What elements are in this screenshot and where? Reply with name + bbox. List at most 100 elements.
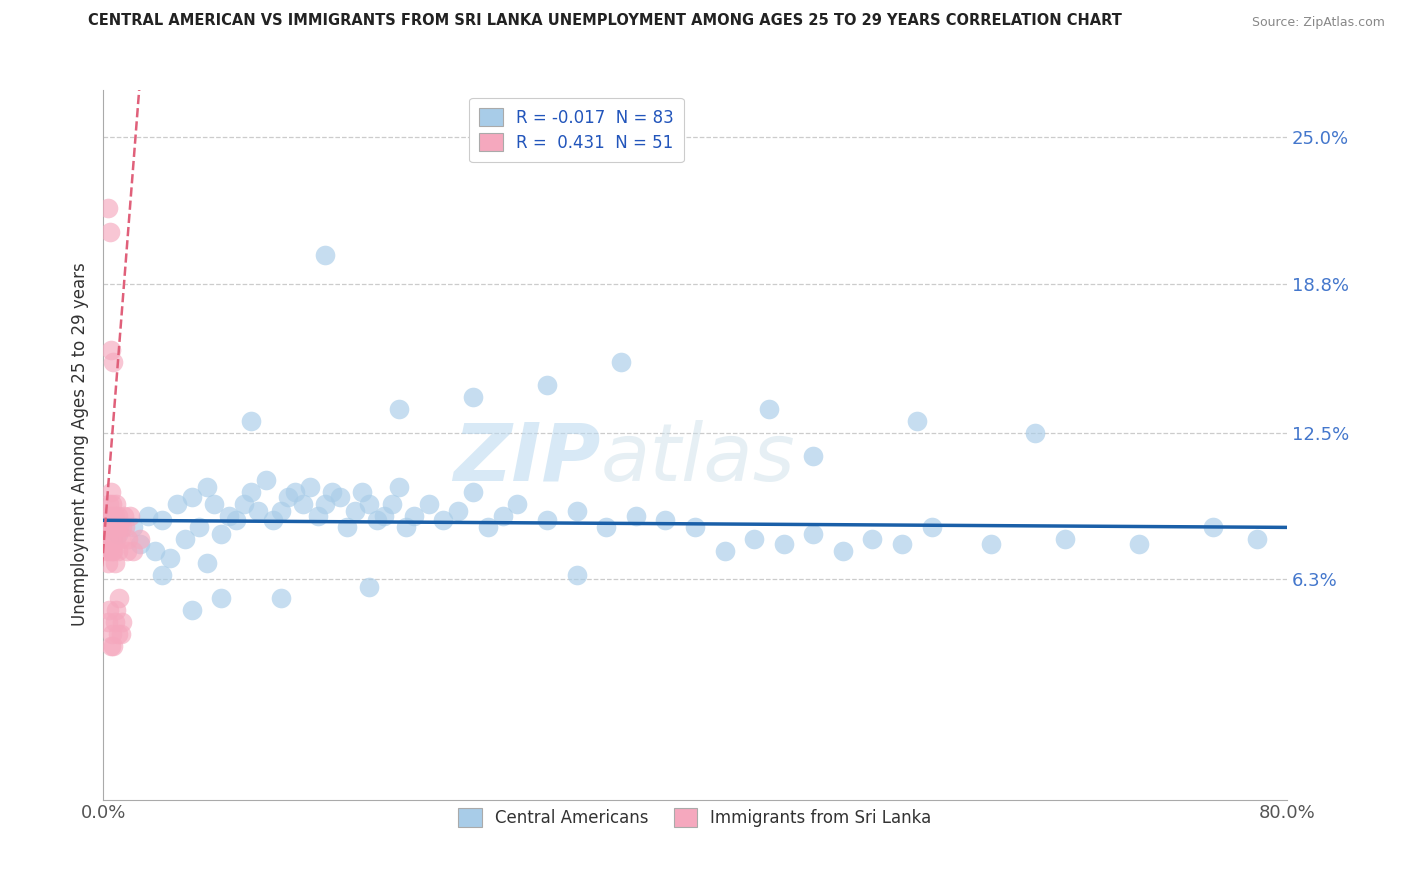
Point [110, 533, 132, 547]
Point [211, 591, 233, 606]
Point [97, 508, 120, 523]
Point [801, 527, 824, 541]
Point [195, 556, 218, 570]
Point [314, 497, 336, 511]
Point [299, 480, 322, 494]
Point [388, 402, 411, 417]
Point [98, 497, 121, 511]
Point [117, 533, 139, 547]
Point [395, 520, 418, 534]
Point [103, 639, 125, 653]
Point [270, 504, 292, 518]
Legend: Central Americans, Immigrants from Sri Lanka: Central Americans, Immigrants from Sri L… [451, 802, 938, 834]
Point [343, 504, 366, 518]
Point [307, 508, 329, 523]
Point [461, 390, 484, 404]
Text: CENTRAL AMERICAN VS IMMIGRANTS FROM SRI LANKA UNEMPLOYMENT AMONG AGES 25 TO 29 Y: CENTRAL AMERICAN VS IMMIGRANTS FROM SRI … [87, 13, 1122, 29]
Point [477, 520, 499, 534]
Point [314, 248, 336, 262]
Point [105, 533, 128, 547]
Point [240, 414, 263, 428]
Point [262, 513, 284, 527]
Point [461, 484, 484, 499]
Point [321, 484, 343, 499]
Point [107, 508, 129, 523]
Point [742, 533, 765, 547]
Point [202, 497, 225, 511]
Point [173, 533, 195, 547]
Point [713, 544, 735, 558]
Point [381, 497, 404, 511]
Point [129, 537, 152, 551]
Point [225, 513, 247, 527]
Point [104, 520, 127, 534]
Point [150, 513, 173, 527]
Point [772, 537, 794, 551]
Point [101, 627, 124, 641]
Point [166, 497, 188, 511]
Point [143, 544, 166, 558]
Point [891, 537, 914, 551]
Point [111, 615, 134, 629]
Point [831, 544, 853, 558]
Point [100, 343, 122, 357]
Point [94, 520, 117, 534]
Point [329, 490, 352, 504]
Point [247, 504, 270, 518]
Point [110, 627, 132, 641]
Point [98, 544, 121, 558]
Text: ZIP: ZIP [453, 420, 600, 498]
Point [105, 497, 128, 511]
Point [654, 513, 676, 527]
Point [277, 490, 299, 504]
Point [96, 533, 118, 547]
Point [683, 520, 706, 534]
Point [115, 544, 138, 558]
Point [270, 591, 292, 606]
Text: Source: ZipAtlas.com: Source: ZipAtlas.com [1251, 16, 1385, 29]
Point [108, 520, 131, 534]
Point [291, 497, 314, 511]
Point [624, 508, 647, 523]
Point [373, 508, 395, 523]
Point [97, 520, 120, 534]
Point [100, 639, 122, 653]
Point [491, 508, 513, 523]
Point [350, 484, 373, 499]
Point [211, 527, 233, 541]
Point [97, 201, 120, 215]
Point [447, 504, 470, 518]
Point [98, 603, 121, 617]
Point [402, 508, 425, 523]
Point [336, 520, 359, 534]
Point [905, 414, 928, 428]
Point [195, 480, 218, 494]
Point [921, 520, 943, 534]
Point [159, 551, 181, 566]
Point [432, 513, 454, 527]
Point [114, 520, 136, 534]
Point [980, 537, 1002, 551]
Point [595, 520, 617, 534]
Point [98, 533, 121, 547]
Point [107, 544, 129, 558]
Point [536, 378, 558, 392]
Point [118, 508, 141, 523]
Point [104, 556, 127, 570]
Point [150, 567, 173, 582]
Point [97, 615, 120, 629]
Point [107, 527, 129, 541]
Point [284, 484, 307, 499]
Point [100, 484, 122, 499]
Point [129, 533, 152, 547]
Point [536, 513, 558, 527]
Point [1128, 537, 1150, 551]
Point [136, 508, 159, 523]
Point [101, 355, 124, 369]
Point [180, 603, 202, 617]
Point [565, 504, 588, 518]
Point [121, 520, 143, 534]
Point [104, 508, 127, 523]
Y-axis label: Unemployment Among Ages 25 to 29 years: Unemployment Among Ages 25 to 29 years [72, 262, 89, 626]
Point [98, 225, 121, 239]
